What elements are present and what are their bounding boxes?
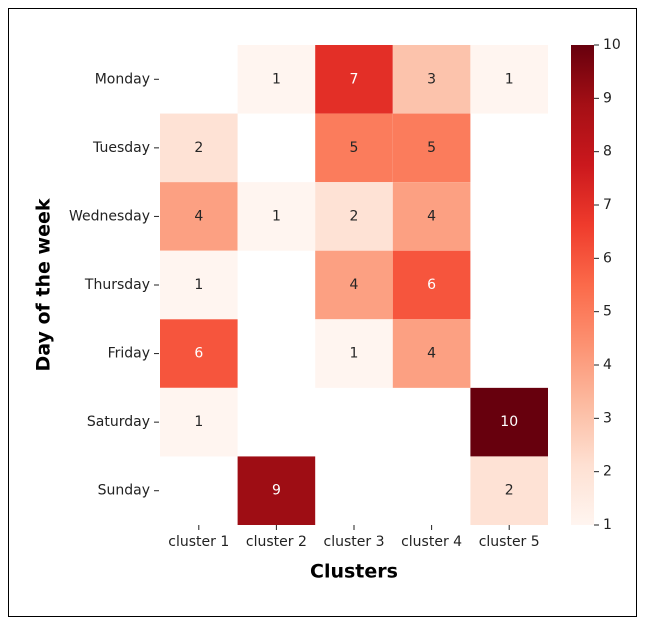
colorbar-tick-label: 6	[603, 250, 612, 266]
x-tick-label: cluster 5	[479, 534, 540, 550]
heatmap-cell	[392, 250, 471, 320]
heatmap-cell	[470, 456, 548, 525]
heatmap-cell	[392, 319, 471, 388]
heatmap-cell	[315, 113, 393, 183]
colorbar-tick-label: 5	[603, 304, 612, 320]
cell-label: 5	[350, 140, 359, 156]
frame	[8, 8, 637, 617]
heatmap-cell	[315, 319, 393, 388]
cell-label: 7	[350, 71, 359, 87]
heatmap-cell	[315, 250, 393, 320]
colorbar-tick-label: 7	[603, 197, 612, 213]
cell-label: 9	[272, 483, 281, 499]
colorbar-tick-label: 9	[603, 90, 612, 106]
cell-label: 1	[194, 414, 203, 430]
cell-label: 2	[505, 483, 514, 499]
cell-label: 4	[194, 208, 203, 224]
heatmap-cell	[470, 387, 548, 457]
cell-label: 1	[194, 277, 203, 293]
cell-label: 1	[272, 71, 281, 87]
y-tick-label: Friday	[108, 346, 150, 362]
heatmap-cell	[315, 182, 393, 251]
x-tick-label: cluster 3	[324, 534, 385, 550]
cell-label: 4	[427, 208, 436, 224]
cell-label: 4	[350, 277, 359, 293]
y-tick-label: Wednesday	[69, 208, 150, 224]
y-tick-label: Tuesday	[92, 140, 150, 156]
colorbar-tick-label: 10	[603, 37, 621, 53]
heatmap-cell	[160, 113, 238, 183]
heatmap-cell	[160, 387, 238, 457]
cell-label: 5	[427, 140, 436, 156]
y-tick-label: Thursday	[84, 277, 150, 293]
heatmap-cell	[470, 45, 548, 114]
x-tick-label: cluster 4	[401, 534, 462, 550]
cell-label: 2	[194, 140, 203, 156]
colorbar-tick-label: 1	[603, 517, 612, 533]
heatmap-cell	[160, 250, 238, 320]
cell-label: 1	[272, 208, 281, 224]
heatmap-cell	[160, 319, 238, 388]
x-tick-label: cluster 1	[168, 534, 229, 550]
x-axis-title: Clusters	[310, 561, 398, 583]
cell-label: 3	[427, 71, 436, 87]
heatmap-cell	[237, 45, 316, 114]
heatmap-cell	[237, 182, 316, 251]
cell-label: 1	[350, 346, 359, 362]
cell-label: 6	[194, 346, 203, 362]
heatmap-cell	[392, 182, 471, 251]
cell-label: 4	[427, 346, 436, 362]
heatmap-cell	[237, 456, 316, 525]
y-tick-label: Sunday	[98, 483, 150, 499]
heatmap-cell	[160, 182, 238, 251]
colorbar-tick-label: 2	[603, 464, 612, 480]
colorbar-tick-label: 4	[603, 357, 612, 373]
colorbar	[571, 45, 594, 525]
heatmap-cell	[392, 45, 471, 114]
y-axis-title: Day of the week	[33, 198, 55, 371]
colorbar-tick-label: 8	[603, 144, 612, 160]
heatmap-cell	[392, 113, 471, 183]
heatmap-cell	[315, 45, 393, 114]
cell-label: 10	[500, 414, 518, 430]
y-tick-label: Monday	[95, 71, 150, 87]
cell-label: 1	[505, 71, 514, 87]
cell-label: 2	[350, 208, 359, 224]
x-tick-label: cluster 2	[246, 534, 307, 550]
cell-label: 6	[427, 277, 436, 293]
y-tick-label: Saturday	[87, 414, 150, 430]
colorbar-tick-label: 3	[603, 410, 612, 426]
